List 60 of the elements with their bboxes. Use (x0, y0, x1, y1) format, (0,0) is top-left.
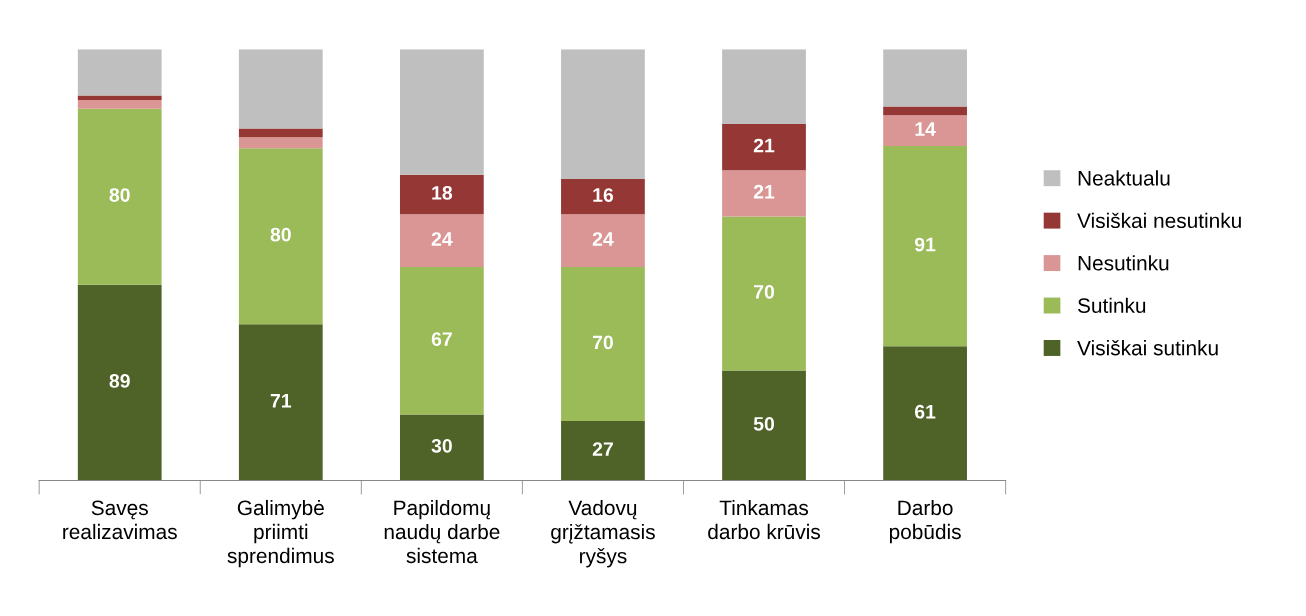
bar (561, 179, 645, 215)
data-label: 89 (109, 374, 130, 388)
data-label: 21 (753, 184, 775, 199)
bar (883, 106, 967, 116)
bar (722, 170, 806, 217)
bar (238, 324, 323, 481)
bar (77, 284, 162, 481)
data-label: 91 (914, 237, 936, 252)
bar (561, 214, 645, 268)
bar (399, 414, 484, 481)
bar (883, 146, 967, 347)
bar (561, 267, 645, 422)
data-label: 70 (592, 335, 613, 350)
data-label: 80 (109, 188, 130, 202)
legend-label: Visiškai nesutinku (1077, 212, 1241, 229)
bar (561, 421, 645, 481)
bar (722, 370, 806, 481)
data-label: 18 (432, 185, 453, 200)
bar (238, 148, 323, 325)
bar (399, 49, 484, 175)
bar (238, 49, 323, 129)
bar (399, 214, 484, 268)
data-label: 71 (270, 394, 292, 408)
bar (399, 174, 484, 215)
bar (238, 137, 323, 149)
data-label: 21 (753, 138, 775, 153)
data-label: 24 (431, 232, 453, 246)
data-label: 61 (914, 404, 936, 419)
legend-label: Visiškai sutinku (1077, 340, 1218, 356)
data-label: 80 (270, 227, 291, 242)
legend-label: Nesutinku (1078, 255, 1169, 271)
x-tick-label: Darbo pobūdis (889, 499, 961, 544)
legend-label: Neaktualu (1078, 170, 1170, 186)
bar (883, 346, 967, 481)
bar (561, 49, 645, 180)
x-tick-label: Vadovų grįžtamasis ryšys (551, 499, 655, 568)
bar (722, 49, 806, 125)
data-label: 24 (592, 232, 614, 246)
legend-label: Sutinku (1077, 297, 1146, 313)
bar (77, 49, 162, 96)
x-tick-label: Savęs realizavimas (63, 500, 177, 540)
data-label: 67 (431, 332, 452, 346)
data-label: 27 (592, 442, 613, 456)
bar (883, 49, 967, 107)
x-tick-label: Galimybė priimti sprendimus (227, 499, 334, 568)
data-label: 30 (431, 438, 452, 453)
bar (399, 267, 484, 415)
x-tick-label: Papildomų naudų darbe sistema (384, 499, 500, 564)
bar (883, 115, 967, 147)
bar (77, 95, 162, 100)
data-label: 70 (754, 284, 775, 299)
data-label: 16 (593, 188, 614, 202)
bar (77, 108, 162, 285)
bar (77, 99, 162, 109)
data-label: 50 (753, 416, 775, 431)
bar (722, 124, 806, 171)
x-tick-label: Tinkamas darbo krūvis (708, 499, 820, 540)
bar (238, 128, 323, 138)
bar (722, 216, 806, 371)
data-label: 14 (915, 122, 936, 136)
